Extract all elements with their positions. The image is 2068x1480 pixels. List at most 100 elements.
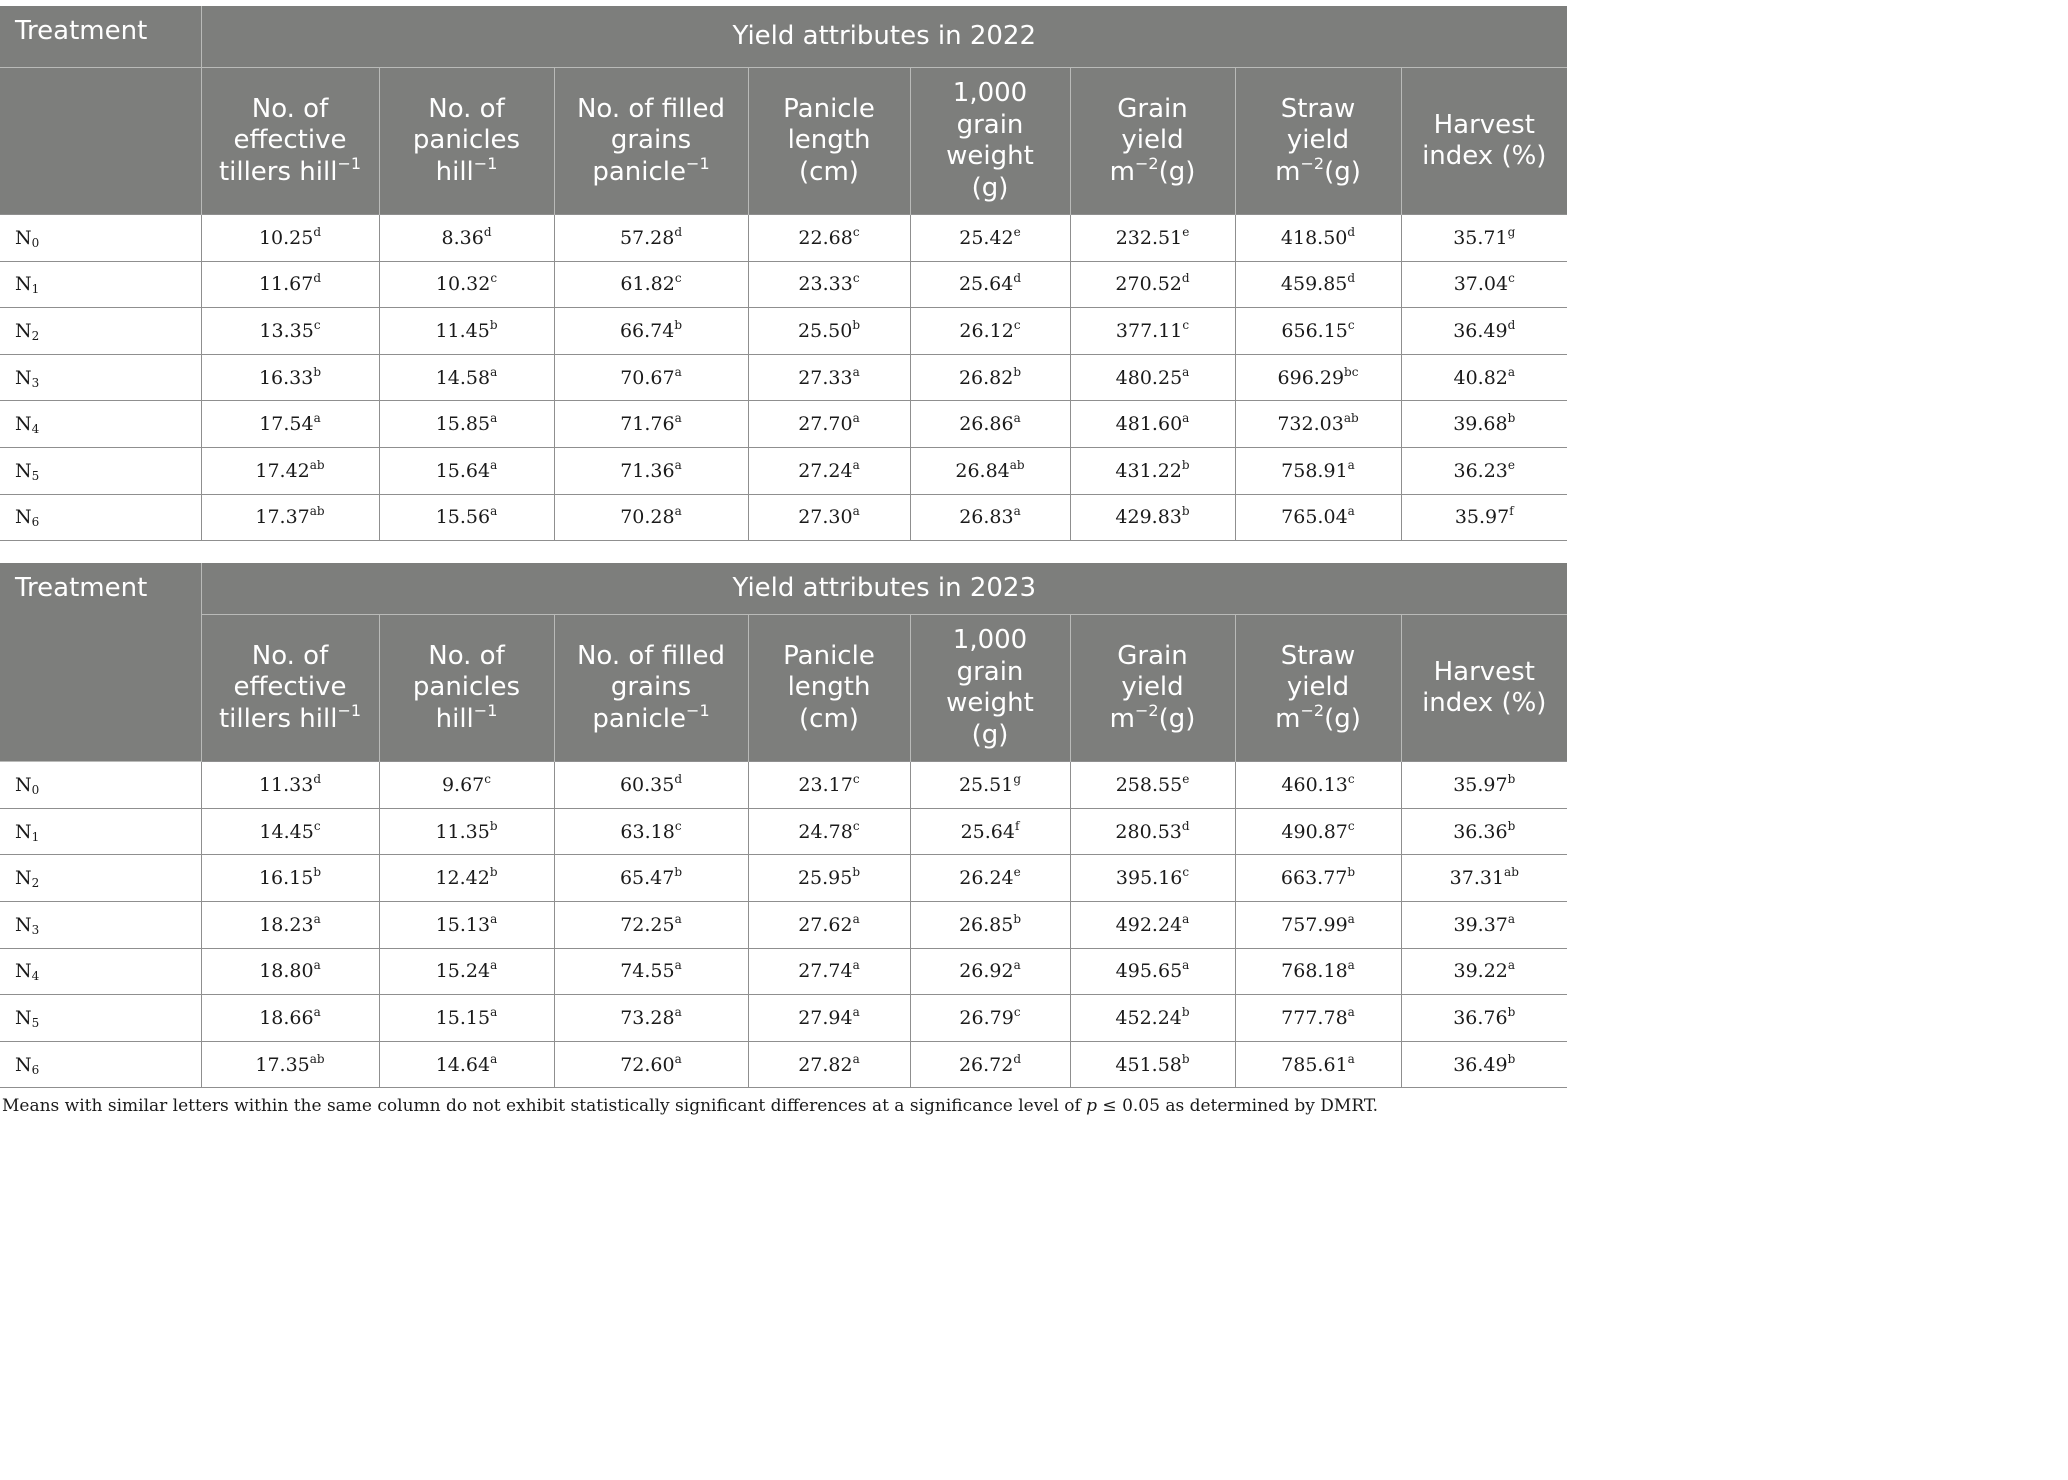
document: Treatment Yield attributes in 2022 No. o… — [0, 6, 1568, 1116]
value-cell: 15.15a — [378, 994, 555, 1042]
value-cell: 40.82a — [1400, 353, 1568, 402]
col-grain-yield: Grain yield m−2(g) — [1069, 67, 1236, 215]
group-title: Yield attributes in 2022 — [200, 6, 1568, 68]
header-group-row: Treatment Yield attributes in 2022 — [0, 6, 1568, 68]
value-cell: 17.42ab — [200, 446, 380, 495]
value-cell: 17.37ab — [200, 493, 380, 542]
col-grain-weight: 1,000 grain weight (g) — [909, 614, 1071, 762]
value-cell: 26.86a — [909, 400, 1071, 448]
col-panicles: No. of panicles hill−1 — [378, 67, 555, 215]
col-straw-yield: Straw yield m−2(g) — [1234, 67, 1402, 215]
value-cell: 11.45b — [378, 307, 555, 355]
table-row: N5 18.66a 15.15a 73.28a 27.94a 26.79c 452.24b 7… — [0, 994, 1568, 1042]
value-cell: 418.50d — [1234, 214, 1402, 262]
value-cell: 26.12c — [909, 307, 1071, 355]
value-cell: 495.65a — [1069, 947, 1236, 996]
treatment-cell: N5 — [0, 994, 202, 1042]
value-cell: 25.64d — [909, 260, 1071, 309]
col-filled-grains: No. of filled grains panicle−1 — [553, 67, 749, 215]
value-cell: 452.24b — [1069, 994, 1236, 1042]
table-row: N5 17.42ab 15.64a 71.36a 27.24a 26.84ab 431.22… — [0, 446, 1568, 495]
value-cell: 24.78c — [747, 807, 911, 856]
value-cell: 429.83b — [1069, 493, 1236, 542]
value-cell: 15.64a — [378, 446, 555, 495]
value-cell: 63.18c — [553, 807, 749, 856]
table-row: N2 16.15b 12.42b 65.47b 25.95b 26.24e 395.16c 6… — [0, 854, 1568, 902]
value-cell: 60.35d — [553, 761, 749, 809]
col-filled-grains: No. of filled grains panicle−1 — [553, 614, 749, 762]
value-cell: 490.87c — [1234, 807, 1402, 856]
value-cell: 57.28d — [553, 214, 749, 262]
value-cell: 785.61a — [1234, 1040, 1402, 1089]
value-cell: 460.13c — [1234, 761, 1402, 809]
col-straw-yield: Straw yield m−2(g) — [1234, 614, 1402, 762]
treatment-cell: N3 — [0, 900, 202, 949]
value-cell: 26.24e — [909, 854, 1071, 902]
value-cell: 36.76b — [1400, 994, 1568, 1042]
table-row: N4 18.80a 15.24a 74.55a 27.74a 26.92a 495.65a 7… — [0, 947, 1568, 996]
value-cell: 765.04a — [1234, 493, 1402, 542]
value-cell: 23.33c — [747, 260, 911, 309]
value-cell: 18.80a — [200, 947, 380, 996]
value-cell: 11.67d — [200, 260, 380, 309]
value-cell: 10.32c — [378, 260, 555, 309]
table-row: N4 17.54a 15.85a 71.76a 27.70a 26.86a 481.60a 7… — [0, 400, 1568, 448]
value-cell: 8.36d — [378, 214, 555, 262]
treatment-cell: N0 — [0, 214, 202, 262]
value-cell: 35.71g — [1400, 214, 1568, 262]
value-cell: 27.94a — [747, 994, 911, 1042]
value-cell: 26.84ab — [909, 446, 1071, 495]
value-cell: 18.66a — [200, 994, 380, 1042]
table-row: N0 10.25d 8.36d 57.28d 22.68c 25.42e 232.51e 41… — [0, 214, 1568, 262]
treatment-header-blank — [0, 67, 202, 215]
value-cell: 656.15c — [1234, 307, 1402, 355]
value-cell: 15.13a — [378, 900, 555, 949]
value-cell: 258.55e — [1069, 761, 1236, 809]
value-cell: 758.91a — [1234, 446, 1402, 495]
value-cell: 481.60a — [1069, 400, 1236, 448]
value-cell: 61.82c — [553, 260, 749, 309]
value-cell: 71.36a — [553, 446, 749, 495]
value-cell: 15.24a — [378, 947, 555, 996]
value-cell: 26.72d — [909, 1040, 1071, 1089]
value-cell: 280.53d — [1069, 807, 1236, 856]
table-body: N0 10.25d 8.36d 57.28d 22.68c 25.42e 232.51e 41… — [0, 214, 1568, 542]
value-cell: 11.33d — [200, 761, 380, 809]
treatment-cell: N6 — [0, 493, 202, 542]
value-cell: 37.31ab — [1400, 854, 1568, 902]
yield-table-2023: Treatment Yield attributes in 2023 No. o… — [0, 563, 1568, 1089]
col-panicles: No. of panicles hill−1 — [378, 614, 555, 762]
value-cell: 36.49b — [1400, 1040, 1568, 1089]
value-cell: 27.82a — [747, 1040, 911, 1089]
value-cell: 26.83a — [909, 493, 1071, 542]
yield-table-2022: Treatment Yield attributes in 2022 No. o… — [0, 6, 1568, 542]
treatment-cell: N1 — [0, 260, 202, 309]
value-cell: 15.85a — [378, 400, 555, 448]
table-body: N0 11.33d 9.67c 60.35d 23.17c 25.51g 258.55e 46… — [0, 761, 1568, 1089]
value-cell: 757.99a — [1234, 900, 1402, 949]
table-row: N2 13.35c 11.45b 66.74b 25.50b 26.12c 377.11c 6… — [0, 307, 1568, 355]
value-cell: 70.28a — [553, 493, 749, 542]
value-cell: 72.25a — [553, 900, 749, 949]
treatment-cell: N2 — [0, 307, 202, 355]
value-cell: 17.54a — [200, 400, 380, 448]
value-cell: 73.28a — [553, 994, 749, 1042]
col-panicle-length: Panicle length (cm) — [747, 614, 911, 762]
value-cell: 72.60a — [553, 1040, 749, 1089]
treatment-cell: N4 — [0, 947, 202, 996]
group-title: Yield attributes in 2023 — [200, 563, 1568, 616]
col-effective-tillers: No. of effective tillers hill−1 — [200, 614, 380, 762]
value-cell: 10.25d — [200, 214, 380, 262]
value-cell: 27.30a — [747, 493, 911, 542]
treatment-cell: N1 — [0, 807, 202, 856]
value-cell: 431.22b — [1069, 446, 1236, 495]
value-cell: 11.35b — [378, 807, 555, 856]
value-cell: 36.49d — [1400, 307, 1568, 355]
value-cell: 27.62a — [747, 900, 911, 949]
value-cell: 25.51g — [909, 761, 1071, 809]
value-cell: 14.58a — [378, 353, 555, 402]
treatment-cell: N2 — [0, 854, 202, 902]
value-cell: 270.52d — [1069, 260, 1236, 309]
value-cell: 696.29bc — [1234, 353, 1402, 402]
value-cell: 65.47b — [553, 854, 749, 902]
